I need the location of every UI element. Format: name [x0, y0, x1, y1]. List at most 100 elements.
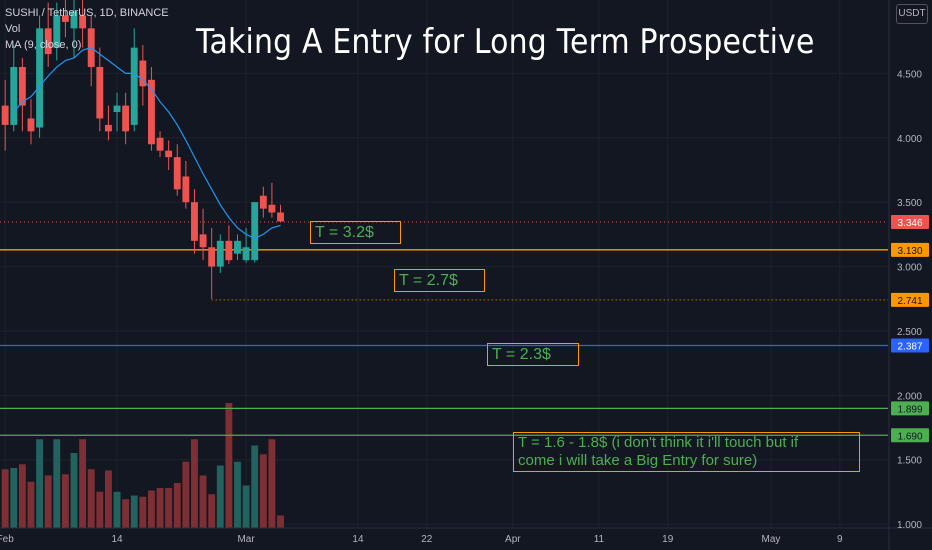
- price-level-tag: [891, 401, 929, 416]
- price-axis-tick-label: 2.000: [897, 391, 922, 402]
- currency-button[interactable]: USDT: [896, 4, 928, 24]
- volume-bar: [122, 499, 130, 528]
- price-axis-tick-label: 4.000: [897, 134, 922, 145]
- annotation-text: T = 3.2$: [315, 224, 374, 241]
- volume-bar: [216, 465, 224, 528]
- candle-body: [70, 11, 78, 29]
- candle-body: [156, 137, 164, 151]
- volume-bar: [259, 454, 267, 528]
- chart-title: Taking A Entry for Long Term Prospective: [196, 22, 815, 62]
- annotation-text: T = 2.3$: [492, 346, 551, 363]
- price-level-tag: [891, 428, 929, 443]
- volume-bar: [1, 469, 9, 528]
- candle-body: [216, 240, 224, 267]
- price-level-tag: [891, 242, 929, 257]
- volume-bar: [79, 439, 87, 528]
- time-axis-tick-label: May: [762, 534, 781, 545]
- candle-body: [173, 157, 181, 190]
- time-axis-tick-label: 9: [837, 534, 843, 545]
- time-axis-tick-label: Mar: [237, 534, 255, 545]
- volume-bar: [277, 515, 284, 528]
- candle-body: [191, 202, 198, 241]
- candle-body: [61, 15, 69, 22]
- annotation-text: T = 2.7$: [399, 272, 458, 289]
- price-level-tag: [891, 215, 929, 230]
- ma-indicator-label: MA (9, close, 0): [5, 39, 82, 51]
- price-level-tag-label: 1.690: [897, 431, 922, 442]
- price-level-tag-label: 3.346: [897, 218, 922, 229]
- candle-body: [139, 60, 147, 87]
- time-axis-tick-label: Apr: [505, 534, 521, 545]
- volume-bar: [44, 475, 52, 528]
- candle-body: [182, 176, 190, 203]
- price-axis-tick-label: 3.000: [897, 263, 922, 274]
- candle-body: [10, 66, 18, 125]
- volume-bar: [96, 491, 104, 528]
- candle-body: [259, 195, 267, 209]
- candle-body: [44, 28, 52, 55]
- candle-body: [277, 212, 284, 222]
- candle-body: [96, 66, 104, 119]
- time-axis-tick-label: 14: [352, 534, 364, 545]
- annotation-text-line1: T = 1.6 - 1.8$ (i don't think it i'll to…: [518, 434, 799, 451]
- ma-line: [13, 46, 281, 239]
- price-level-tag-label: 3.130: [897, 246, 922, 257]
- volume-bar: [234, 461, 241, 528]
- volume-bar: [18, 464, 26, 528]
- volume-indicator-label: Vol: [5, 23, 21, 35]
- candle-body: [199, 234, 207, 248]
- time-axis-tick-label: 19: [662, 534, 674, 545]
- candle-body: [148, 79, 155, 145]
- volume-bar: [251, 445, 259, 528]
- annotation-target-2-3: T = 2.3$: [487, 343, 579, 366]
- candle-body: [18, 66, 26, 106]
- time-axis-tick-label: 11: [594, 534, 605, 545]
- volume-bar: [165, 488, 173, 528]
- price-level-tag: [891, 292, 929, 307]
- volume-bar: [242, 485, 250, 528]
- price-level-tag: [891, 338, 929, 353]
- price-level-tag-label: 2.387: [897, 342, 922, 353]
- volume-bar: [70, 453, 78, 528]
- volume-bar: [182, 461, 190, 528]
- candle-body: [27, 118, 35, 132]
- volume-bar: [87, 469, 95, 528]
- candle-body: [234, 240, 241, 254]
- volume-bar: [130, 495, 138, 528]
- annotation-target-2-7: T = 2.7$: [394, 269, 485, 292]
- time-axis-tick-label: 14: [111, 534, 123, 545]
- price-level-tag-label: 1.899: [897, 404, 922, 415]
- volume-bar: [199, 475, 207, 528]
- price-axis-tick-label: 1.500: [897, 456, 922, 467]
- volume-bar: [173, 483, 181, 528]
- symbol-label: SUSHI / TetherUS, 1D, BINANCE: [5, 7, 169, 19]
- volume-bar: [225, 403, 233, 528]
- candle-body: [225, 240, 233, 261]
- volume-bar: [61, 474, 69, 528]
- price-level-tag-label: 2.741: [897, 296, 922, 307]
- candle-body: [242, 247, 250, 261]
- volume-bar: [10, 468, 18, 528]
- volume-bar: [27, 481, 35, 528]
- price-axis-tick-label: 1.000: [897, 520, 922, 531]
- candle-body: [165, 150, 173, 158]
- volume-bar: [156, 488, 164, 528]
- candle-body: [208, 247, 216, 267]
- time-axis-tick-label: 22: [421, 534, 433, 545]
- candle-body: [79, 15, 87, 29]
- volume-bar: [104, 470, 112, 528]
- candle-body: [53, 15, 61, 48]
- candle-body: [104, 124, 112, 132]
- candle-body: [251, 202, 259, 261]
- price-axis-tick-label: 2.500: [897, 327, 922, 338]
- candle-body: [268, 204, 276, 213]
- time-axis-tick-label: Feb: [0, 534, 14, 545]
- annotation-target-3-2: T = 3.2$: [310, 221, 401, 244]
- volume-bar: [148, 490, 155, 528]
- price-axis-tick-label: 4.500: [897, 69, 922, 80]
- candle-body: [36, 28, 44, 128]
- volume-bar: [36, 439, 44, 528]
- volume-bar: [208, 494, 216, 528]
